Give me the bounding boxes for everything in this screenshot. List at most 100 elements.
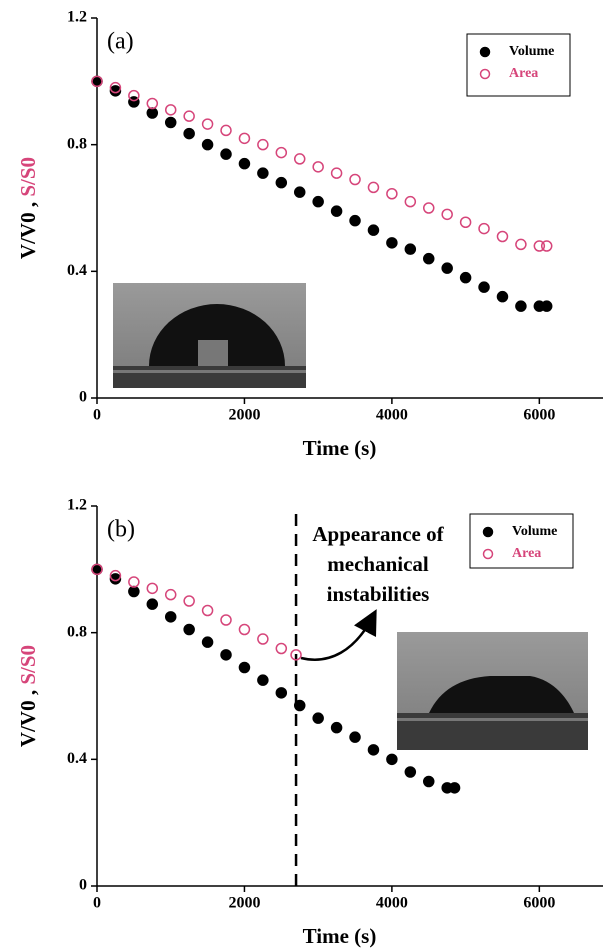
data-point [275, 146, 288, 159]
y-tick-label: 0.8 [67, 135, 87, 152]
data-point [109, 85, 122, 97]
data-point [540, 240, 553, 252]
data-point [128, 576, 140, 588]
x-tick-label: 6000 [523, 895, 555, 912]
data-point [404, 766, 417, 778]
data-point [330, 167, 343, 179]
data-point [201, 138, 214, 151]
data-point [533, 240, 546, 252]
data-point [109, 81, 122, 94]
legend-marker [482, 548, 494, 560]
legend-box [466, 33, 571, 97]
y-tick-label: 1.2 [67, 497, 87, 514]
data-point [290, 649, 302, 661]
data-point [349, 731, 361, 743]
data-point [146, 598, 159, 610]
annotation-arrow [300, 609, 377, 661]
y-axis-label: V/V0 , S/S0 [16, 157, 40, 259]
x-tick-label: 4000 [376, 895, 408, 912]
y-axis-label-part: V/V0 , [16, 202, 40, 259]
annotation: instabilities [327, 582, 430, 606]
data-point [183, 127, 195, 140]
legend-marker [479, 46, 491, 58]
inset-photo-a [113, 283, 306, 388]
annotation: mechanical [327, 552, 429, 576]
data-point [404, 243, 417, 255]
legend-label: Area [512, 546, 541, 561]
legend-label: Volume [512, 524, 557, 539]
data-point [109, 569, 122, 582]
data-point [146, 97, 159, 110]
data-point [164, 611, 177, 623]
data-point [257, 633, 269, 645]
data-point [496, 290, 509, 303]
data-point [128, 89, 140, 102]
data-point [459, 271, 472, 284]
legend-label: Area [509, 66, 538, 81]
data-point [423, 775, 435, 788]
data-point [128, 585, 140, 598]
data-point [257, 674, 269, 686]
data-point [146, 107, 159, 119]
data-point [238, 132, 251, 145]
data-point [109, 573, 122, 585]
x-tick-label: 0 [93, 895, 101, 912]
y-axis-label-part: S/S0 [16, 157, 40, 197]
x-tick-label: 4000 [376, 407, 408, 424]
y-axis-label-part: V/V0 , [16, 690, 40, 747]
y-axis-label-part: S/S0 [16, 645, 40, 685]
data-point [220, 649, 232, 661]
data-point [164, 116, 177, 129]
data-point [146, 582, 159, 595]
data-point [257, 138, 269, 151]
y-tick-label: 0 [79, 877, 87, 894]
data-point [478, 281, 490, 293]
panel-label: (a) [107, 29, 134, 55]
data-point [330, 205, 343, 217]
data-point [220, 124, 232, 137]
data-point [220, 148, 232, 160]
x-tick-label: 6000 [523, 407, 555, 424]
y-tick-label: 0.4 [67, 262, 87, 279]
data-point [540, 300, 553, 312]
data-point [448, 782, 461, 794]
data-point [275, 642, 288, 655]
data-point [367, 744, 380, 756]
panel-label: (b) [107, 517, 135, 543]
data-point [367, 181, 380, 194]
data-point [183, 110, 195, 122]
data-point [183, 595, 195, 607]
data-point [201, 118, 214, 130]
x-axis-label: Time (s) [303, 436, 377, 460]
y-tick-label: 1.2 [67, 9, 87, 26]
data-point [275, 176, 288, 189]
data-point [164, 588, 177, 601]
data-point [423, 202, 435, 214]
x-tick-label: 2000 [228, 895, 260, 912]
data-point [275, 687, 288, 699]
x-axis-label: Time (s) [303, 924, 377, 948]
data-point [220, 614, 232, 626]
data-point [201, 636, 214, 648]
data-point [386, 237, 398, 249]
data-point [478, 222, 490, 235]
x-tick-label: 2000 [228, 407, 260, 424]
data-point [441, 262, 453, 274]
data-point [441, 208, 453, 221]
legend-marker [479, 68, 491, 80]
data-point [91, 563, 103, 576]
data-point [293, 699, 306, 712]
data-point [515, 300, 527, 312]
y-tick-label: 0.4 [67, 750, 87, 767]
data-point [496, 230, 509, 243]
data-point [312, 161, 324, 173]
legend-label: Volume [509, 44, 554, 59]
data-point [293, 186, 306, 198]
data-point [459, 216, 472, 228]
annotation: Appearance of [312, 522, 444, 546]
data-point [349, 214, 361, 227]
data-point [515, 238, 527, 251]
data-point [330, 721, 343, 734]
data-point [238, 623, 251, 636]
